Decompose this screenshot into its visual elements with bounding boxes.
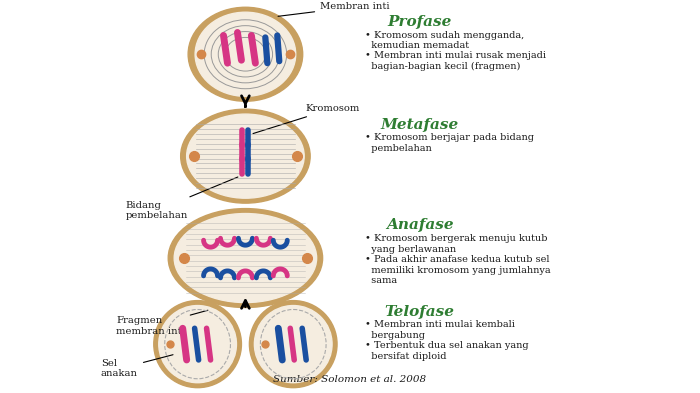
Text: Telofase: Telofase [385,305,455,319]
Text: Fragmen
membran inti: Fragmen membran inti [116,310,208,336]
Text: Membran inti: Membran inti [278,2,390,17]
Ellipse shape [195,12,295,96]
Ellipse shape [254,305,332,383]
Text: Bidang
pembelahan: Bidang pembelahan [126,177,238,220]
Text: Anafase: Anafase [386,219,454,233]
Ellipse shape [181,109,310,203]
Text: Sumber: Solomon et al. 2008: Sumber: Solomon et al. 2008 [274,375,426,384]
Text: Kromosom: Kromosom [253,104,360,134]
Ellipse shape [154,301,242,387]
Ellipse shape [187,114,304,198]
Ellipse shape [168,209,323,307]
Text: Metafase: Metafase [381,118,458,132]
Ellipse shape [188,7,302,101]
Text: • Kromosom berjajar pada bidang
  pembelahan: • Kromosom berjajar pada bidang pembelah… [365,133,534,153]
Text: • Kromosom sudah mengganda,
  kemudian memadat
• Membran inti mulai rusak menjad: • Kromosom sudah mengganda, kemudian mem… [365,31,546,71]
Ellipse shape [249,301,337,387]
Text: Sel
anakan: Sel anakan [101,355,173,378]
Text: • Membran inti mulai kembali
  bergabung
• Terbentuk dua sel anakan yang
  bersi: • Membran inti mulai kembali bergabung •… [365,320,528,361]
Ellipse shape [159,305,237,383]
Ellipse shape [174,213,316,303]
Text: Profase: Profase [388,15,452,29]
Text: • Kromosom bergerak menuju kutub
  yang berlawanan
• Pada akhir anafase kedua ku: • Kromosom bergerak menuju kutub yang be… [365,234,551,285]
